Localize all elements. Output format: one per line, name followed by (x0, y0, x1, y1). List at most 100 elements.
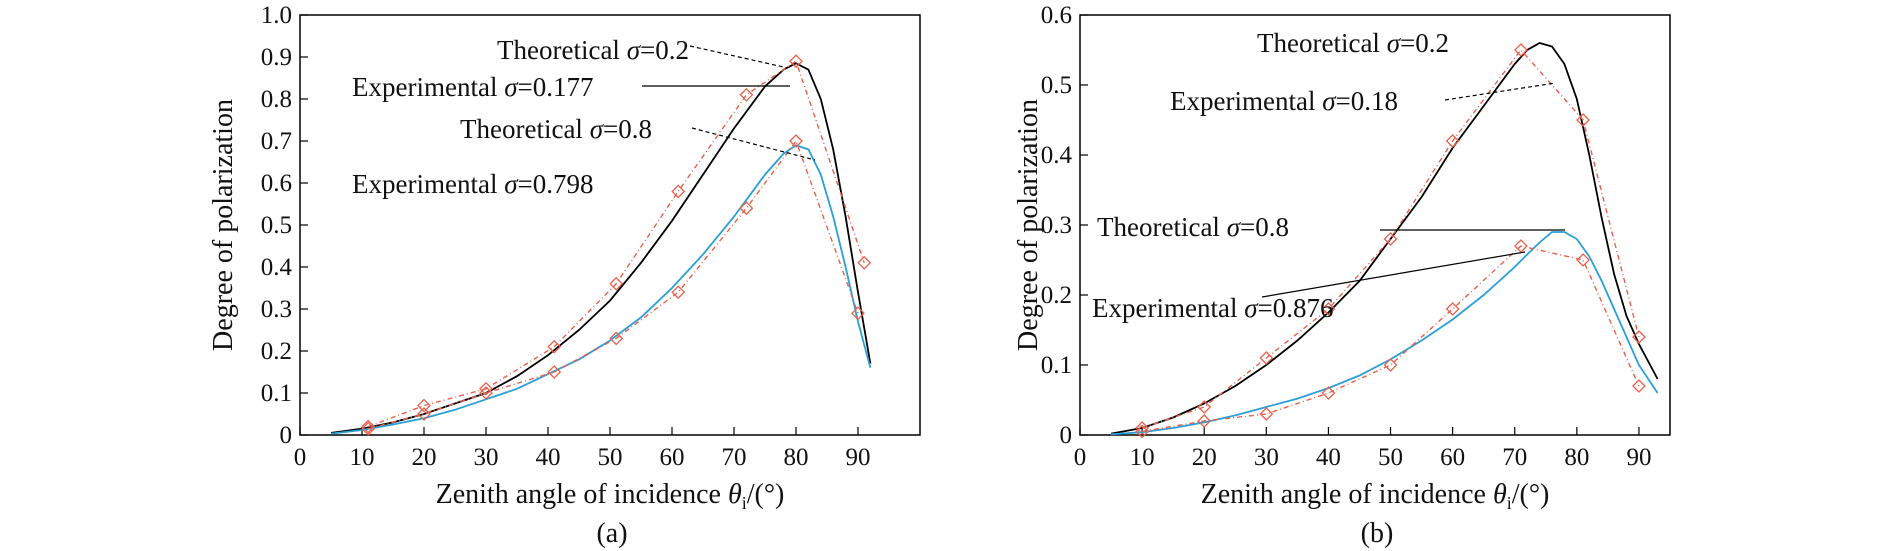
y-axis-label-a: Degree of polarization (208, 99, 239, 351)
annotation-theoretical-0.2-b: Theoretical σ=0.2 (1257, 28, 1449, 58)
series-group-a (330, 54, 872, 436)
x-tick-label: 90 (1626, 444, 1651, 471)
leader-experimental-0.18-b (1444, 82, 1556, 101)
x-tick-label: 80 (1564, 444, 1589, 471)
y-axis-label-b: Degree of polarization (1013, 99, 1044, 351)
experimental-data-point (789, 54, 803, 69)
x-tick-label: 0 (294, 444, 307, 471)
y-tick-label: 0.2 (1041, 282, 1072, 309)
experimental-data-point (857, 255, 872, 270)
y-tick-label: 0.8 (261, 86, 292, 113)
y-tick-label: 0 (280, 422, 293, 449)
panel-a: 0 0.1 0.2 0.3 0.4 0.5 0.6 0.7 0.8 0.9 1.0 0 10 20 30 4… (208, 2, 921, 549)
experimental-data-point (671, 285, 686, 300)
x-tick-label: 20 (1192, 444, 1217, 471)
y-tick-label: 0.1 (1041, 352, 1072, 379)
x-axis-label-b: Zenith angle of incidence θi/(°) (1201, 479, 1550, 513)
y-tick-label: 0.6 (261, 170, 292, 197)
experimental-line-a-3 (368, 139, 859, 430)
x-tick-label: 50 (1378, 444, 1403, 471)
experimental-data-point (1445, 302, 1460, 316)
experimental-data-point (789, 134, 803, 148)
experimental-data-point (609, 331, 624, 346)
y-tick-label: 0.1 (261, 380, 292, 407)
x-tick-label: 10 (1130, 444, 1155, 471)
y-tick-label: 0.5 (1041, 72, 1072, 99)
y-tick-label: 0.7 (261, 128, 292, 155)
theoretical-line-b-2 (1111, 231, 1659, 436)
experimental-data-point (1259, 351, 1274, 365)
experimental-data-point (1197, 414, 1212, 428)
experimental-data-point (851, 306, 865, 321)
experimental-data-point (1576, 113, 1590, 127)
experimental-data-point (361, 421, 376, 436)
annotation-experimental-0.798-a: Experimental σ=0.798 (352, 169, 594, 199)
experimental-data-point (1383, 358, 1398, 372)
theoretical-line-a-0 (330, 62, 872, 434)
x-tick-label: 0 (1074, 444, 1087, 471)
x-tick-label: 60 (660, 444, 685, 471)
series-group-b (1110, 42, 1659, 439)
experimental-data-point (547, 365, 562, 379)
experimental-data-point (417, 407, 431, 421)
annotation-theoretical-0.8-b: Theoretical σ=0.8 (1097, 212, 1289, 242)
y-tick-label: 0.3 (261, 296, 292, 323)
caption-a: (a) (596, 518, 627, 549)
leader-experimental-0.876-b (1261, 251, 1526, 298)
theoretical-line-b-0 (1110, 42, 1659, 435)
y-ticks-a: 0 0.1 0.2 0.3 0.4 0.5 0.6 0.7 0.8 0.9 1.0 (261, 2, 308, 449)
x-tick-label: 70 (722, 444, 747, 471)
experimental-data-point (1514, 239, 1528, 253)
experimental-data-point (609, 276, 624, 291)
y-tick-label: 0.6 (1041, 2, 1072, 29)
x-tick-label: 70 (1502, 444, 1527, 471)
panel-b: 00.10.20.30.40.50.6 0 10 20 30 40 50 60 70 80 90 … (1013, 2, 1671, 549)
leader-theoretical-0.2-a (689, 45, 789, 69)
experimental-data-point (739, 201, 754, 216)
experimental-data-point (1576, 253, 1590, 267)
experimental-data-point (1445, 134, 1460, 148)
y-tick-label: 0.4 (1041, 142, 1073, 169)
experimental-data-point (547, 339, 562, 354)
experimental-data-point (417, 398, 431, 413)
experimental-data-point (1514, 43, 1528, 57)
experimental-data-point (671, 184, 686, 199)
x-ticks-b: 0 10 20 30 40 50 60 70 80 90 (1074, 427, 1651, 471)
y-tick-label: 0.3 (1041, 212, 1072, 239)
annotation-experimental-0.18-b: Experimental σ=0.18 (1170, 86, 1398, 116)
x-tick-label: 40 (1316, 444, 1341, 471)
x-tick-label: 60 (1440, 444, 1465, 471)
experimental-data-point (1632, 379, 1646, 393)
x-tick-label: 10 (350, 444, 375, 471)
experimental-data-point (739, 87, 754, 102)
caption-b: (b) (1361, 518, 1394, 549)
experimental-data-point (361, 419, 376, 434)
y-tick-label: 1.0 (261, 2, 292, 29)
x-axis-label-a: Zenith angle of incidence θi/(°) (436, 479, 785, 513)
annotation-theoretical-0.8-a: Theoretical σ=0.8 (460, 114, 652, 144)
y-tick-label: 0.2 (261, 338, 292, 365)
y-ticks-b: 0 0.1 0.2 0.3 0.4 0.5 0.6 (1041, 2, 1088, 449)
x-tick-label: 90 (846, 444, 871, 471)
experimental-data-point (1135, 424, 1150, 439)
x-tick-label: 50 (598, 444, 623, 471)
experimental-data-point (1632, 330, 1646, 344)
annotation-theoretical-0.2-a: Theoretical σ=0.2 (497, 35, 689, 65)
x-tick-label: 20 (412, 444, 437, 471)
leader-theoretical-0.8-a (691, 127, 816, 161)
experimental-data-point (479, 381, 493, 396)
theoretical-line-a-2 (330, 144, 872, 435)
y-tick-label: 0.5 (261, 212, 292, 239)
x-tick-label: 30 (474, 444, 499, 471)
x-tick-label: 80 (784, 444, 809, 471)
annotation-experimental-0.876-b: Experimental σ=0.876 (1092, 293, 1334, 323)
y-tick-label: 0 (1060, 422, 1073, 449)
x-ticks-a: 0 10 20 30 40 50 60 70 80 90 (294, 427, 871, 471)
experimental-line-a-1 (367, 60, 865, 428)
experimental-data-point (1383, 232, 1398, 246)
experimental-data-point (1321, 386, 1336, 400)
y-tick-label: 0.9 (261, 44, 292, 71)
experimental-data-point (1135, 421, 1150, 435)
x-tick-label: 40 (536, 444, 561, 471)
